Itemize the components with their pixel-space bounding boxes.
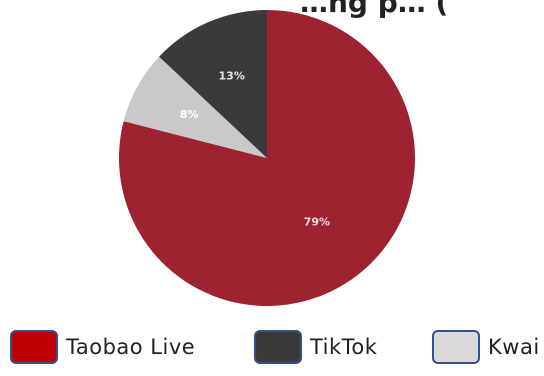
chart-title: …ng p… ( [300,0,449,18]
legend-swatch-kwai [432,330,480,364]
pie-slice-tiktok [159,10,267,158]
legend-item-taobao-live: Taobao Live [10,318,195,376]
legend-label-tiktok: TikTok [310,335,378,359]
chart-legend: Taobao Live TikTok Kwai [0,318,544,376]
legend-label-taobao-live: Taobao Live [66,335,196,359]
pie-slice-taobao-live [118,10,415,306]
legend-swatch-taobao-live [10,330,58,364]
legend-item-tiktok: TikTok [254,318,377,376]
legend-label-kwai: Kwai [488,335,540,359]
pie-label-tiktok: 13% [219,70,245,83]
pie-slice-kwai [123,56,268,158]
legend-item-kwai: Kwai [432,318,540,376]
pie-chart: 79% 8% 13% [118,10,415,306]
legend-swatch-tiktok [254,330,302,364]
pie-label-kwai: 8% [180,108,199,121]
pie-label-taobao-live: 79% [304,215,330,228]
